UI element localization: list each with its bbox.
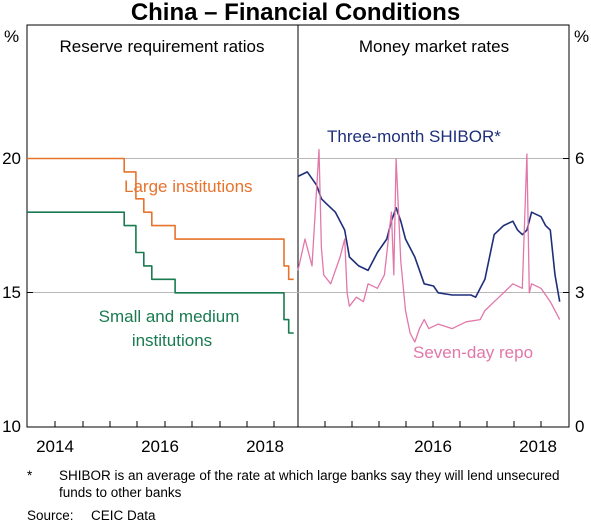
series-line-three-month-shibor <box>297 171 561 302</box>
right-xtick-2018: 2018 <box>519 437 557 456</box>
label-large-institutions: Large institutions <box>124 177 253 196</box>
series-line-small-and-medium-institutions <box>27 211 294 334</box>
right-xtick-2016: 2016 <box>414 437 452 456</box>
label-shibor: Three-month SHIBOR* <box>327 127 501 146</box>
left-tick-20: 20 <box>2 149 21 168</box>
footnote-mark: * <box>27 468 33 483</box>
right-tick-3: 3 <box>575 283 584 302</box>
right-axis-unit: % <box>574 27 589 46</box>
source-label: Source: <box>27 508 74 523</box>
series-layer <box>27 148 561 343</box>
label-small-medium-line1: Small and medium <box>99 307 240 326</box>
series-line-large-institutions <box>27 157 294 281</box>
right-tick-6: 6 <box>575 149 584 168</box>
label-seven-day-repo: Seven-day repo <box>413 343 533 362</box>
left-tick-10: 10 <box>2 417 21 436</box>
right-panel-title: Money market rates <box>359 37 509 56</box>
left-tick-15: 15 <box>2 283 21 302</box>
frame <box>26 24 570 428</box>
series-line-seven-day-repo <box>297 148 561 343</box>
left-panel-title: Reserve requirement ratios <box>59 37 264 56</box>
left-xtick-2014: 2014 <box>36 437 74 456</box>
left-xtick-2016: 2016 <box>141 437 179 456</box>
source-value: CEIC Data <box>91 508 156 523</box>
right-tick-0: 0 <box>575 417 584 436</box>
left-axis-unit: % <box>4 27 19 46</box>
chart-title: China – Financial Conditions <box>131 0 460 26</box>
left-xtick-2018: 2018 <box>246 437 284 456</box>
footnote-text: SHIBOR is an average of the rate at whic… <box>59 468 560 500</box>
label-small-medium-line2: institutions <box>132 331 212 350</box>
